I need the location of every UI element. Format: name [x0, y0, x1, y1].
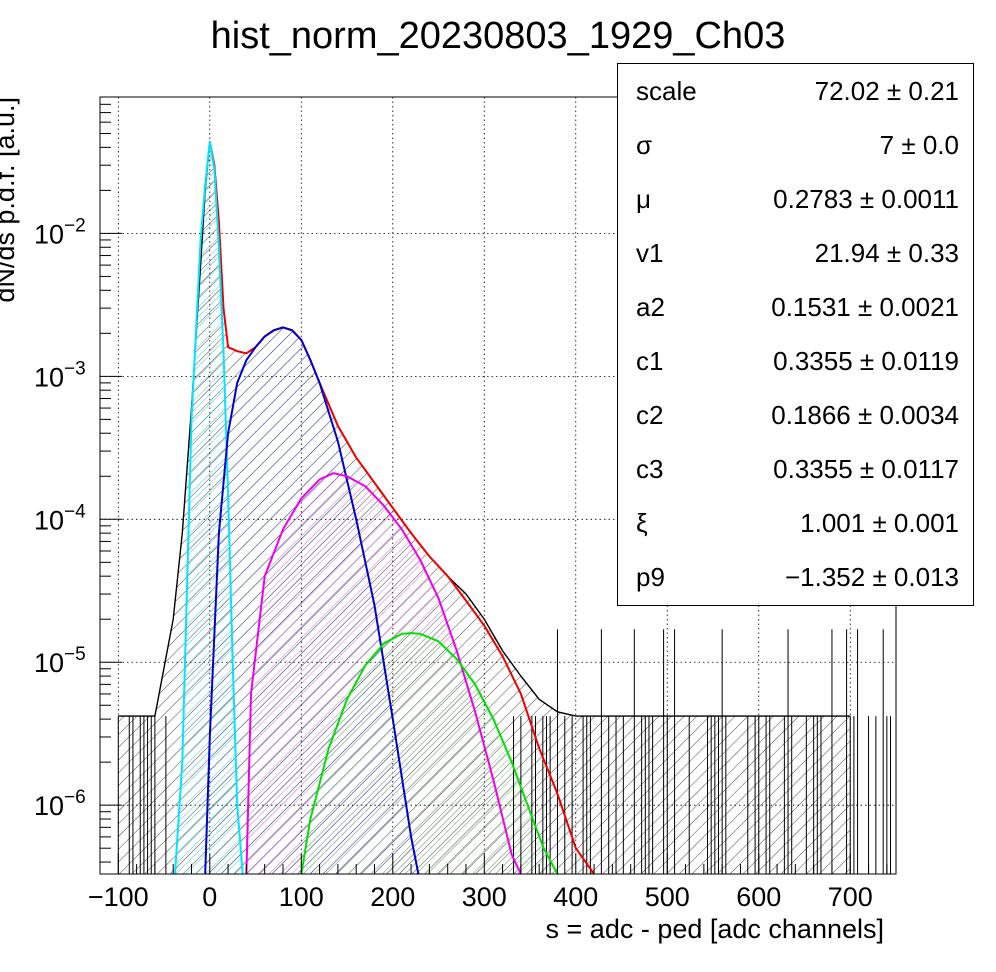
stat-row-c2: c2 0.1866 ± 0.0034 — [618, 388, 973, 442]
component-line — [300, 632, 559, 875]
stat-row-scale: scale 72.02 ± 0.21 — [618, 64, 973, 118]
stat-row-xi: ξ 1.001 ± 0.001 — [618, 496, 973, 550]
stat-row-c1: c1 0.3355 ± 0.0119 — [618, 334, 973, 388]
x-tick-label: 600 — [736, 882, 781, 912]
y-tick-label: 10−3 — [34, 358, 86, 392]
y-tick-label: 10−4 — [34, 501, 86, 535]
stat-row-v1: v1 21.94 ± 0.33 — [618, 226, 973, 280]
total-fit-line — [208, 141, 595, 875]
component-fill — [301, 633, 558, 874]
stat-name: c3 — [636, 454, 664, 484]
x-axis-label: s = adc - ped [adc channels] — [546, 914, 884, 944]
stat-value: 0.2783 ± 0.0011 — [773, 184, 959, 214]
stat-name: σ — [636, 130, 653, 160]
stat-name: scale — [636, 76, 697, 106]
stat-value: 0.3355 ± 0.0117 — [773, 454, 959, 484]
stat-value: 21.94 ± 0.33 — [814, 238, 959, 268]
x-tick-label: 0 — [202, 882, 217, 912]
stat-row-c3: c3 0.3355 ± 0.0117 — [618, 442, 973, 496]
stat-name: c2 — [636, 400, 664, 430]
stat-row-sigma: σ 7 ± 0.0 — [618, 118, 973, 172]
x-tick-label: 200 — [370, 882, 415, 912]
y-tick-label: 10−6 — [34, 787, 86, 821]
stat-row-a2: a2 0.1531 ± 0.0021 — [618, 280, 973, 334]
component-line — [204, 326, 420, 875]
y-axis-label: dN/ds p.d.f. [a.u.] — [0, 97, 20, 303]
stat-row-p9: p9 −1.352 ± 0.013 — [618, 550, 973, 604]
stat-name: μ — [636, 184, 651, 214]
x-tick-label: 300 — [462, 882, 507, 912]
x-tick-label: 400 — [553, 882, 598, 912]
component-line — [174, 141, 244, 875]
stat-value: 0.3355 ± 0.0119 — [773, 346, 959, 376]
series-lines — [117, 141, 892, 875]
stat-name: a2 — [636, 292, 665, 322]
y-tick-label: 10−2 — [34, 215, 86, 249]
stat-value: 72.02 ± 0.21 — [814, 76, 959, 106]
y-tick-label: 10−5 — [34, 644, 86, 678]
stat-value: −1.352 ± 0.013 — [784, 562, 959, 592]
stat-value: 0.1531 ± 0.0021 — [771, 292, 959, 322]
x-tick-label: 100 — [279, 882, 324, 912]
chart-title: hist_norm_20230803_1929_Ch03 — [211, 15, 786, 57]
fit-stats-box: scale 72.02 ± 0.21 σ 7 ± 0.0 μ 0.2783 ± … — [617, 63, 974, 606]
x-tick-label: 700 — [828, 882, 873, 912]
component-fills — [118, 141, 851, 874]
stat-value: 1.001 ± 0.001 — [800, 508, 959, 538]
stat-row-mu: μ 0.2783 ± 0.0011 — [618, 172, 973, 226]
component-line — [245, 472, 522, 875]
stat-value: 7 ± 0.0 — [879, 130, 959, 160]
stat-value: 0.1866 ± 0.0034 — [771, 400, 959, 430]
axes: −100 0 100 200 300 400 500 600 700 10−2 10−3 10−4 10… — [34, 96, 888, 912]
stat-name: v1 — [636, 238, 664, 268]
x-tick-label: 500 — [645, 882, 690, 912]
x-tick-label: −100 — [88, 882, 149, 912]
stat-name: c1 — [636, 346, 664, 376]
stat-name: p9 — [636, 562, 665, 592]
stat-name: ξ — [636, 508, 648, 538]
